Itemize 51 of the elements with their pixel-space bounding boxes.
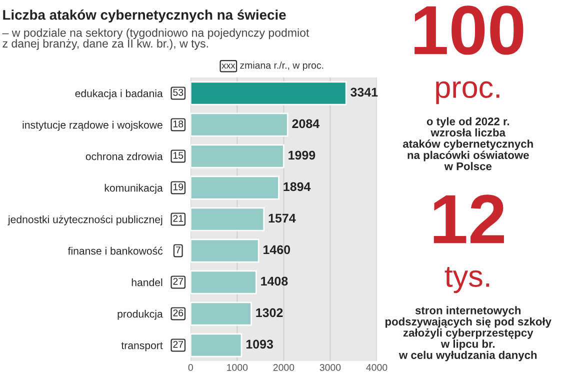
data-label: 3341 <box>350 88 378 97</box>
bar <box>190 333 242 358</box>
chart-title: Liczba ataków cybernetycznych na świecie <box>3 9 286 23</box>
y-tick-label: ochrona zdrowia <box>86 152 163 160</box>
data-label: 1408 <box>261 276 288 286</box>
y-tick-label: komunikacja <box>104 184 163 194</box>
bar <box>190 144 284 168</box>
bar <box>190 238 260 263</box>
x-tick-label: 3000 <box>320 364 341 371</box>
y-tick-label: jednostki użyteczności publicznej <box>8 215 162 226</box>
text: proc. <box>436 81 500 104</box>
y-tick-label: handel <box>132 278 162 286</box>
y-tick-label: finanse i bankowość <box>68 246 163 255</box>
bar <box>190 112 288 137</box>
x-tick-label: 0 <box>188 364 193 371</box>
x-tick-label: 1000 <box>227 364 248 371</box>
data-label: 1460 <box>264 245 290 254</box>
text: 15 <box>173 152 184 159</box>
bar <box>190 81 347 106</box>
text: 18 <box>173 120 184 128</box>
text: o tyle od 2022 r. wzrosła liczba ataków cybernetycznych na placówki oświatowe w Polsce <box>402 117 533 170</box>
text: stron internetowych podszywających się pod szkoły założyli cyberprzestępcy w lipcu br. w celu wyłudzania danych <box>385 306 552 362</box>
text: 12 <box>434 194 504 244</box>
x-tick-label: 2000 <box>273 364 294 371</box>
text: 27 <box>173 340 184 348</box>
y-tick-label: transport <box>121 342 163 352</box>
data-label: 1894 <box>284 182 311 192</box>
text: 100 <box>414 6 524 55</box>
text: 27 <box>173 278 184 285</box>
x-tick-label: 4000 <box>366 364 388 371</box>
bar <box>190 302 252 326</box>
chart-subtitle: – w podziale na sektory (tygodniowo na pojedynczy podmiot z danej branży, dane za II kw. br.), w tys. <box>2 28 310 50</box>
text: 26 <box>173 309 184 316</box>
bar <box>190 176 280 200</box>
y-tick-label: instytucje rządowe i wojskowe <box>22 120 162 131</box>
y-tick-label: produkcja <box>118 310 163 320</box>
data-label: 1574 <box>268 214 296 223</box>
bar <box>190 270 257 294</box>
text: 7 <box>176 246 180 254</box>
text: tys. <box>444 266 490 294</box>
data-label: 1093 <box>246 340 274 349</box>
y-tick-label: edukacja i badania <box>75 89 163 100</box>
data-label: 1999 <box>288 150 316 160</box>
text: zmiana r./r., w proc. <box>240 62 324 71</box>
text: 19 <box>173 183 184 190</box>
bar <box>190 207 265 232</box>
data-label: 2084 <box>292 119 320 128</box>
text: 53 <box>173 88 184 96</box>
text: 21 <box>173 214 184 222</box>
data-label: 1302 <box>256 308 283 318</box>
text: xxx <box>222 64 236 68</box>
